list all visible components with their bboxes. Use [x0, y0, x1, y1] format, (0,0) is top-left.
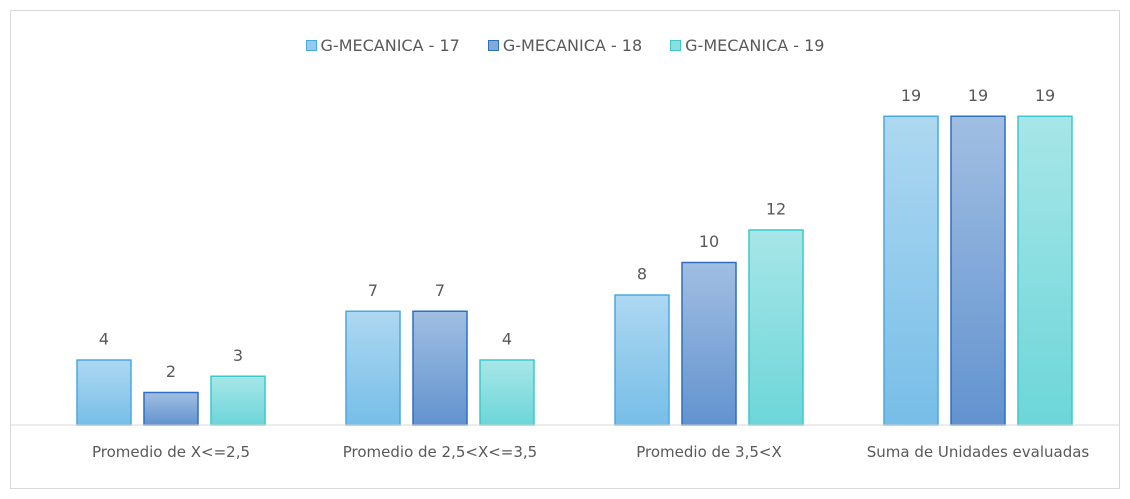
legend: G-MECANICA - 17 G-MECANICA - 18 G-MECANICA…	[0, 36, 1130, 55]
chart-border	[10, 10, 1120, 489]
bar	[748, 229, 804, 426]
bar	[143, 391, 199, 426]
legend-swatch	[487, 40, 499, 51]
bar	[614, 294, 670, 426]
bar	[950, 115, 1006, 426]
legend-swatch	[305, 40, 317, 51]
bar	[345, 310, 401, 426]
data-label: 4	[99, 330, 109, 349]
data-label: 12	[766, 200, 786, 219]
legend-label: G-MECANICA - 18	[502, 36, 643, 55]
data-label: 10	[699, 232, 719, 251]
data-label: 7	[435, 281, 445, 300]
legend-item: G-MECANICA - 18	[487, 36, 643, 55]
bar	[479, 359, 535, 426]
bar	[210, 375, 266, 426]
data-label: 4	[502, 330, 512, 349]
x-tick-label: Promedio de 2,5<X<=3,5	[342, 443, 538, 461]
data-label: 19	[968, 86, 988, 105]
data-label: 2	[166, 362, 176, 381]
bar	[681, 261, 737, 426]
data-label: 8	[637, 265, 647, 284]
bar	[412, 310, 468, 426]
bar	[883, 115, 939, 426]
data-label: 19	[1035, 86, 1055, 105]
x-tick-label: Suma de Unidades evaluadas	[866, 443, 1090, 461]
legend-swatch	[670, 40, 682, 51]
legend-item: G-MECANICA - 19	[670, 36, 824, 55]
legend-item: G-MECANICA - 17	[305, 36, 460, 55]
data-label: 19	[901, 86, 921, 105]
bar	[1017, 115, 1073, 426]
data-label: 3	[233, 346, 243, 365]
data-label: 7	[368, 281, 378, 300]
legend-label: G-MECANICA - 19	[685, 36, 825, 55]
legend-label: G-MECANICA - 17	[320, 36, 460, 55]
bar	[76, 359, 132, 426]
x-tick-label: Promedio de 3,5<X	[636, 443, 782, 461]
x-tick-label: Promedio de X<=2,5	[91, 443, 251, 461]
